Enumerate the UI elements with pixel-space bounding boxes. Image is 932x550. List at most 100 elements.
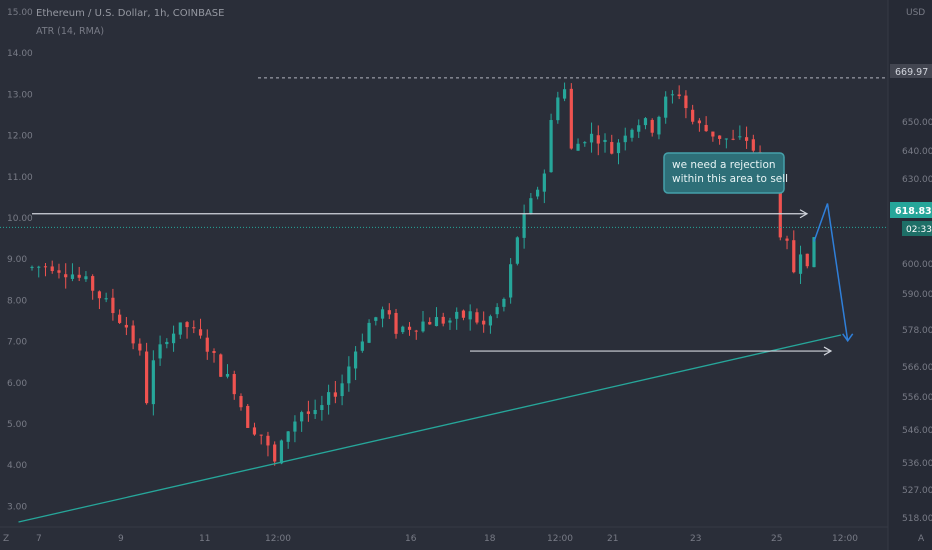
drawings[interactable] xyxy=(0,77,888,523)
candle-body xyxy=(401,326,405,333)
projection-path[interactable] xyxy=(813,203,849,341)
candle-body xyxy=(468,311,472,320)
candle-body xyxy=(792,240,796,273)
right-axis-tick: 650.00 xyxy=(902,118,932,128)
candle-body xyxy=(610,142,614,154)
right-axis-tick: 546.00 xyxy=(902,426,932,436)
candle-body xyxy=(697,120,701,124)
candle-body xyxy=(367,322,371,343)
left-axis-tick: 5.00 xyxy=(7,420,27,430)
candle-body xyxy=(576,143,580,151)
right-axis-tick: 630.00 xyxy=(902,175,932,185)
candle-body xyxy=(64,274,68,278)
countdown-text: 02:33 xyxy=(906,225,932,235)
candle-body xyxy=(684,95,688,109)
price-axis-panel[interactable] xyxy=(888,0,932,550)
candle-body xyxy=(798,254,803,274)
candle-body xyxy=(232,374,236,395)
candle-body xyxy=(603,139,607,143)
candle-body xyxy=(718,135,722,139)
currency-label[interactable]: USD xyxy=(906,8,925,18)
candle-body xyxy=(589,133,594,143)
candle-body xyxy=(461,310,466,318)
candle-body xyxy=(185,322,189,328)
candle-body xyxy=(751,139,755,151)
trend-line[interactable] xyxy=(18,334,842,523)
candle-body xyxy=(347,366,351,384)
x-axis-tick: 16 xyxy=(405,534,417,544)
annotation-callout[interactable]: we need a rejection within this area to … xyxy=(663,152,788,194)
candle-body xyxy=(124,324,128,328)
high-price-text: 669.97 xyxy=(895,67,928,78)
candle-body xyxy=(252,427,257,435)
right-axis-tick: 590.00 xyxy=(902,290,932,300)
candle-body xyxy=(380,309,385,319)
candle-body xyxy=(205,337,209,352)
candle-body xyxy=(333,392,337,397)
candle-body xyxy=(670,94,675,96)
candle-body xyxy=(97,291,102,299)
x-axis-tick: 23 xyxy=(690,534,701,544)
corner-right-label: A xyxy=(918,534,925,544)
candle-body xyxy=(353,351,358,369)
candle-body xyxy=(495,307,499,315)
projection-arrowhead xyxy=(842,333,854,343)
candle-body xyxy=(515,237,519,264)
candle-body xyxy=(475,312,479,323)
candle-body xyxy=(657,116,661,135)
candle-body xyxy=(812,237,816,268)
candle-body xyxy=(138,343,142,351)
x-axis-tick: 11 xyxy=(199,534,210,544)
candle-body xyxy=(300,412,304,422)
left-axis-tick: 3.00 xyxy=(7,502,27,512)
right-axis-tick: 527.00 xyxy=(902,486,932,496)
candle-body xyxy=(293,421,297,432)
left-axis-tick: 13.00 xyxy=(7,90,33,100)
candle-body xyxy=(583,142,587,144)
candle-body xyxy=(455,311,459,319)
left-axis-tick: 7.00 xyxy=(7,338,27,348)
left-axis-tick: 11.00 xyxy=(7,173,33,183)
right-axis-labels: 650.00 640.00 630.00 600.00 590.00 578.00 566.… xyxy=(902,118,932,524)
candle-body xyxy=(145,351,149,404)
right-axis-tick: 566.00 xyxy=(902,363,932,373)
time-axis-labels: 7 9 11 12:00 16 18 12:00 21 23 25 12:00 xyxy=(36,534,858,544)
candle-body xyxy=(192,327,196,329)
candle-body xyxy=(623,135,627,143)
candle-body xyxy=(434,317,439,327)
candle-body xyxy=(428,321,432,325)
candle-body xyxy=(549,120,553,173)
candle-body xyxy=(529,198,533,214)
candle-body xyxy=(414,330,418,332)
candle-body xyxy=(84,276,88,280)
candle-body xyxy=(785,238,789,241)
x-axis-tick: 21 xyxy=(607,534,618,544)
annotation-line-2: within this area to sell xyxy=(672,173,788,185)
candle-body xyxy=(482,320,486,325)
right-axis-tick: 556.00 xyxy=(902,393,932,403)
x-axis-tick: 7 xyxy=(36,534,42,544)
x-axis-tick: 25 xyxy=(771,534,782,544)
candle-body xyxy=(340,383,344,397)
left-axis-tick: 4.00 xyxy=(7,461,27,471)
candle-body xyxy=(664,96,668,118)
indicator-label: ATR (14, RMA) xyxy=(36,26,104,37)
candle-body xyxy=(219,354,223,377)
candle-body xyxy=(509,264,513,298)
left-axis-tick: 10.00 xyxy=(7,214,33,224)
candle-body xyxy=(778,182,782,238)
left-axis-tick: 15.00 xyxy=(7,8,33,18)
candles xyxy=(30,82,816,466)
right-axis-tick: 578.00 xyxy=(902,326,932,336)
candle-body xyxy=(30,266,34,268)
candle-body xyxy=(165,341,169,345)
candle-body xyxy=(360,341,364,351)
high-price-badge: 669.97 xyxy=(890,64,932,78)
left-axis-tick: 8.00 xyxy=(7,296,27,306)
candle-body xyxy=(151,360,155,405)
annotation-box[interactable] xyxy=(663,152,785,194)
candle-body xyxy=(286,431,290,442)
candle-body xyxy=(711,131,715,137)
